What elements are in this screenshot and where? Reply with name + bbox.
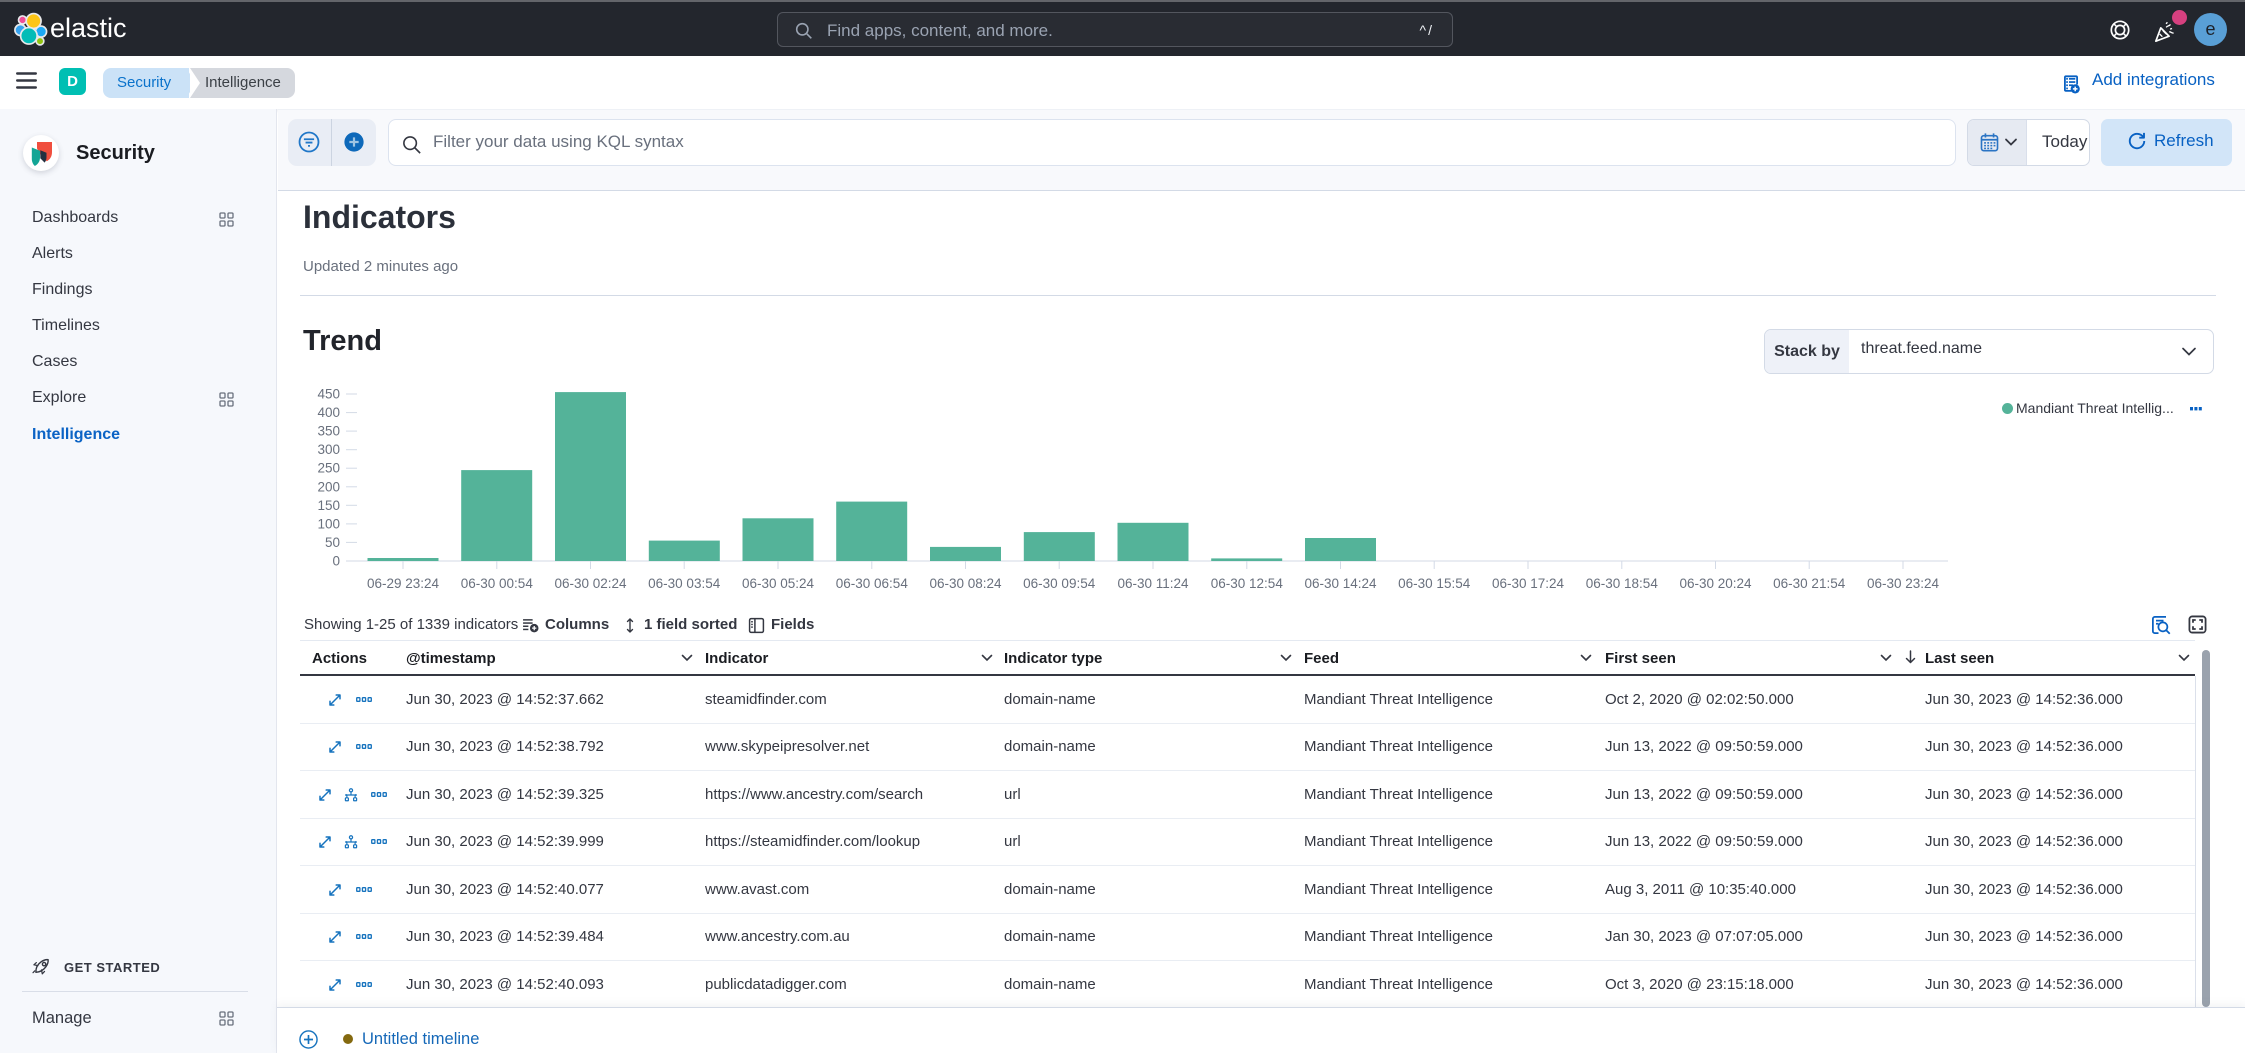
svg-text:100: 100 — [317, 516, 340, 531]
svg-text:06-30 20:24: 06-30 20:24 — [1679, 576, 1752, 591]
svg-text:0: 0 — [332, 554, 340, 569]
svg-text:150: 150 — [317, 498, 340, 513]
svg-text:300: 300 — [317, 442, 340, 457]
svg-text:06-30 18:54: 06-30 18:54 — [1586, 576, 1659, 591]
svg-text:250: 250 — [317, 461, 340, 476]
svg-text:06-30 09:54: 06-30 09:54 — [1023, 576, 1096, 591]
svg-text:06-30 21:54: 06-30 21:54 — [1773, 576, 1846, 591]
svg-text:400: 400 — [317, 405, 340, 420]
svg-text:06-30 03:54: 06-30 03:54 — [648, 576, 721, 591]
svg-text:06-29 23:24: 06-29 23:24 — [367, 576, 440, 591]
svg-text:06-30 06:54: 06-30 06:54 — [836, 576, 909, 591]
svg-text:06-30 17:24: 06-30 17:24 — [1492, 576, 1565, 591]
svg-text:06-30 02:24: 06-30 02:24 — [554, 576, 627, 591]
svg-text:06-30 23:24: 06-30 23:24 — [1867, 576, 1940, 591]
svg-text:350: 350 — [317, 424, 340, 439]
svg-text:06-30 14:24: 06-30 14:24 — [1304, 576, 1377, 591]
svg-text:06-30 12:54: 06-30 12:54 — [1211, 576, 1284, 591]
svg-text:200: 200 — [317, 479, 340, 494]
svg-text:06-30 11:24: 06-30 11:24 — [1117, 576, 1189, 591]
svg-text:06-30 00:54: 06-30 00:54 — [461, 576, 534, 591]
svg-text:06-30 15:54: 06-30 15:54 — [1398, 576, 1471, 591]
svg-text:50: 50 — [325, 535, 340, 550]
svg-text:06-30 05:24: 06-30 05:24 — [742, 576, 815, 591]
svg-text:06-30 08:24: 06-30 08:24 — [929, 576, 1002, 591]
svg-text:450: 450 — [317, 388, 340, 402]
